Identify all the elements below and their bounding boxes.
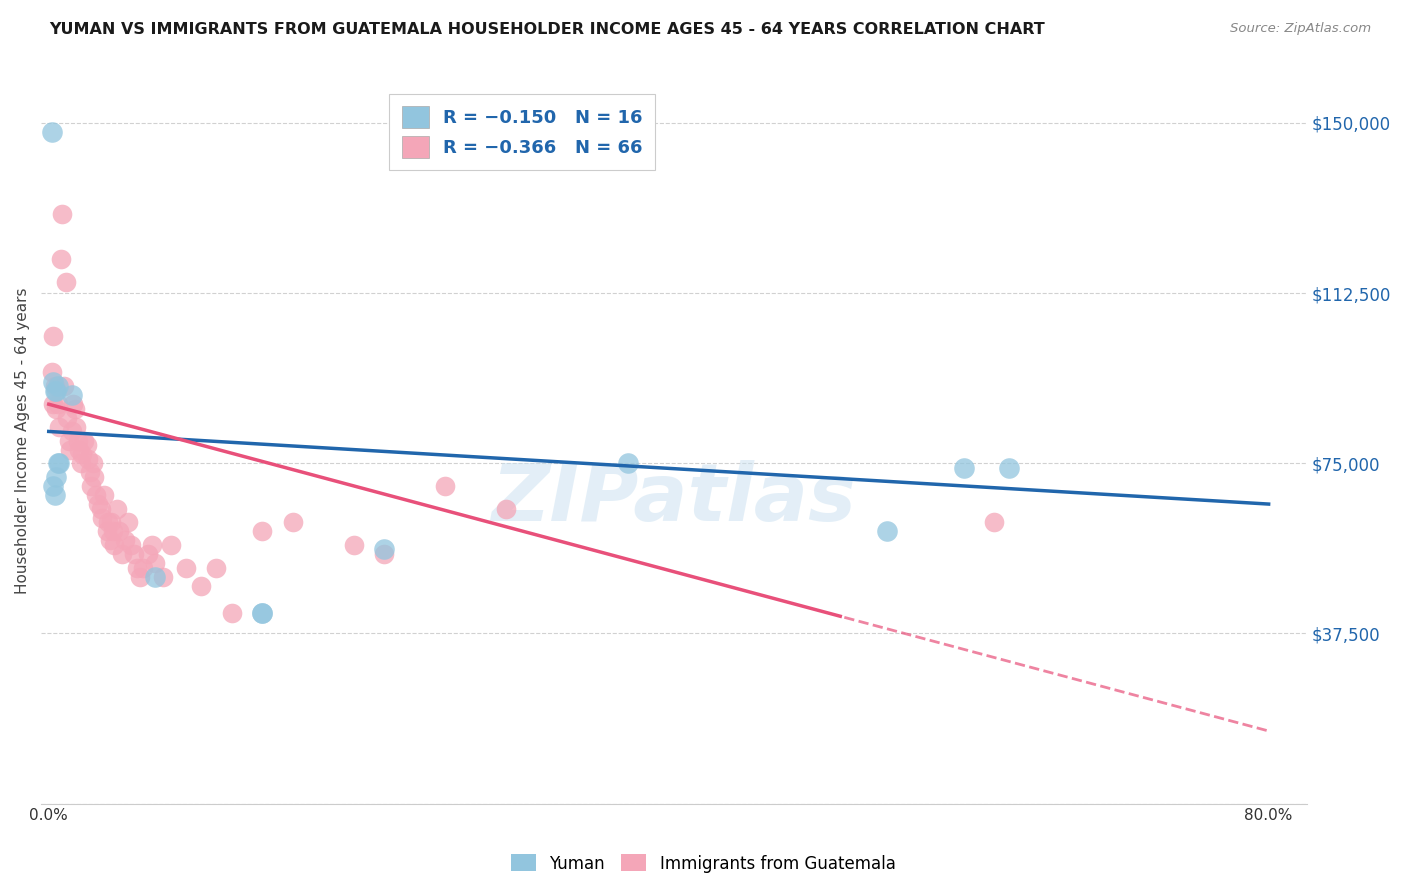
- Point: [90, 501, 112, 516]
- Point: [53, 379, 76, 393]
- Point: [120, 538, 142, 552]
- Point: [91, 510, 114, 524]
- Point: [42, 329, 65, 343]
- Point: [114, 533, 136, 548]
- Point: [122, 547, 145, 561]
- Point: [48, 456, 70, 470]
- Point: [59, 442, 82, 457]
- Point: [45, 401, 67, 416]
- Point: [72, 447, 94, 461]
- Point: [434, 479, 457, 493]
- Point: [63, 401, 86, 416]
- Point: [132, 560, 155, 574]
- Point: [80, 479, 103, 493]
- Point: [221, 606, 243, 620]
- Text: ZIPatlas: ZIPatlas: [492, 459, 856, 538]
- Point: [42, 479, 65, 493]
- Point: [84, 488, 107, 502]
- Point: [42, 397, 65, 411]
- Point: [69, 456, 91, 470]
- Point: [62, 397, 84, 411]
- Point: [83, 470, 105, 484]
- Point: [98, 533, 121, 548]
- Point: [82, 456, 104, 470]
- Point: [46, 456, 69, 470]
- Point: [77, 451, 100, 466]
- Legend: R = −0.150   N = 16, R = −0.366   N = 66: R = −0.150 N = 16, R = −0.366 N = 66: [389, 94, 655, 170]
- Point: [281, 515, 304, 529]
- Point: [101, 524, 124, 539]
- Point: [67, 442, 90, 457]
- Legend: Yuman, Immigrants from Guatemala: Yuman, Immigrants from Guatemala: [503, 847, 903, 880]
- Point: [373, 542, 395, 557]
- Point: [42, 375, 65, 389]
- Point: [96, 524, 118, 539]
- Point: [100, 515, 122, 529]
- Point: [51, 206, 73, 220]
- Point: [252, 606, 274, 620]
- Point: [48, 420, 70, 434]
- Point: [105, 501, 128, 516]
- Point: [145, 570, 167, 584]
- Text: Source: ZipAtlas.com: Source: ZipAtlas.com: [1230, 22, 1371, 36]
- Point: [41, 366, 63, 380]
- Point: [97, 515, 120, 529]
- Point: [41, 125, 63, 139]
- Point: [45, 470, 67, 484]
- Point: [73, 434, 96, 448]
- Point: [93, 488, 115, 502]
- Point: [952, 460, 974, 475]
- Point: [998, 460, 1021, 475]
- Point: [65, 420, 87, 434]
- Point: [46, 379, 69, 393]
- Point: [129, 570, 152, 584]
- Point: [159, 538, 181, 552]
- Point: [79, 465, 101, 479]
- Point: [56, 410, 79, 425]
- Point: [141, 538, 163, 552]
- Point: [60, 425, 83, 439]
- Point: [117, 515, 139, 529]
- Point: [145, 556, 167, 570]
- Point: [76, 438, 98, 452]
- Point: [252, 606, 274, 620]
- Point: [174, 560, 197, 574]
- Point: [373, 547, 395, 561]
- Point: [60, 388, 83, 402]
- Point: [44, 488, 66, 502]
- Point: [190, 579, 212, 593]
- Point: [495, 501, 517, 516]
- Point: [252, 524, 274, 539]
- Point: [86, 497, 108, 511]
- Point: [103, 538, 125, 552]
- Point: [876, 524, 898, 539]
- Point: [127, 560, 149, 574]
- Point: [111, 547, 134, 561]
- Point: [46, 397, 69, 411]
- Point: [617, 456, 640, 470]
- Point: [136, 547, 159, 561]
- Text: YUMAN VS IMMIGRANTS FROM GUATEMALA HOUSEHOLDER INCOME AGES 45 - 64 YEARS CORRELA: YUMAN VS IMMIGRANTS FROM GUATEMALA HOUSE…: [49, 22, 1045, 37]
- Point: [108, 524, 131, 539]
- Point: [343, 538, 366, 552]
- Point: [152, 570, 174, 584]
- Point: [44, 384, 66, 398]
- Point: [66, 434, 89, 448]
- Point: [205, 560, 228, 574]
- Y-axis label: Householder Income Ages 45 - 64 years: Householder Income Ages 45 - 64 years: [15, 287, 30, 594]
- Point: [45, 384, 67, 398]
- Point: [49, 252, 72, 266]
- Point: [58, 434, 80, 448]
- Point: [44, 379, 66, 393]
- Point: [983, 515, 1005, 529]
- Point: [55, 275, 77, 289]
